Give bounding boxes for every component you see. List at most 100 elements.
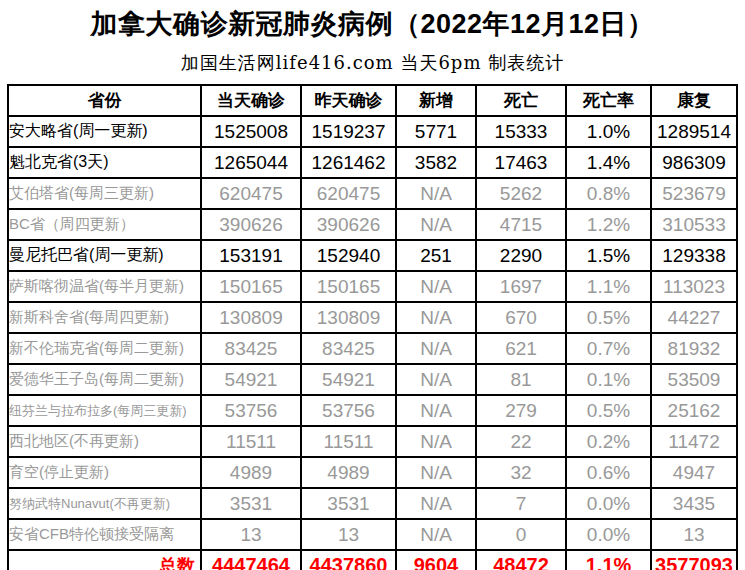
today-cell: 3531 <box>201 488 301 519</box>
province-cell: 魁北克省(3天) <box>8 147 201 178</box>
header-row: 省份当天确诊昨天确诊新增死亡死亡率康复 <box>8 85 737 116</box>
recovered-cell: 129338 <box>651 240 737 271</box>
page-subtitle: 加国生活网life416.com 当天6pm 制表统计 <box>0 51 745 75</box>
death_rate-cell: 0.6% <box>566 457 651 488</box>
page: 加拿大确诊新冠肺炎病例（2022年12月12日） 加国生活网life416.co… <box>0 6 745 570</box>
death_rate-cell: 0.8% <box>566 178 651 209</box>
new_cases-cell: 5771 <box>396 116 476 147</box>
yesterday-cell: 53756 <box>301 395 396 426</box>
total-today-cell: 4447464 <box>201 550 301 570</box>
province-cell: 西北地区(不再更新) <box>8 426 201 457</box>
province-cell: 爱德华王子岛(每周二更新) <box>8 364 201 395</box>
deaths-cell: 15333 <box>476 116 566 147</box>
column-header-yesterday: 昨天确诊 <box>301 85 396 116</box>
recovered-cell: 53509 <box>651 364 737 395</box>
total-deaths-cell: 48472 <box>476 550 566 570</box>
table-row: 西北地区(不再更新)1151111511N/A220.2%11472 <box>8 426 737 457</box>
death_rate-cell: 0.1% <box>566 364 651 395</box>
yesterday-cell: 3531 <box>301 488 396 519</box>
death_rate-cell: 1.4% <box>566 147 651 178</box>
province-cell: 安大略省(周一更新) <box>8 116 201 147</box>
yesterday-cell: 4989 <box>301 457 396 488</box>
deaths-cell: 0 <box>476 519 566 550</box>
recovered-cell: 3435 <box>651 488 737 519</box>
column-header-deaths: 死亡 <box>476 85 566 116</box>
today-cell: 620475 <box>201 178 301 209</box>
total-row: 总数444746444378609604484721.1%3577093 <box>8 550 737 570</box>
page-title: 加拿大确诊新冠肺炎病例（2022年12月12日） <box>0 6 745 42</box>
yesterday-cell: 1261462 <box>301 147 396 178</box>
yesterday-cell: 13 <box>301 519 396 550</box>
yesterday-cell: 130809 <box>301 302 396 333</box>
deaths-cell: 670 <box>476 302 566 333</box>
new_cases-cell: N/A <box>396 271 476 302</box>
province-cell: 曼尼托巴省(周一更新) <box>8 240 201 271</box>
today-cell: 4989 <box>201 457 301 488</box>
death_rate-cell: 0.0% <box>566 488 651 519</box>
total-recovered-cell: 3577093 <box>651 550 737 570</box>
recovered-cell: 13 <box>651 519 737 550</box>
new_cases-cell: N/A <box>396 488 476 519</box>
column-header-today: 当天确诊 <box>201 85 301 116</box>
column-header-death_rate: 死亡率 <box>566 85 651 116</box>
today-cell: 1265044 <box>201 147 301 178</box>
yesterday-cell: 152940 <box>301 240 396 271</box>
table-row: BC省（周四更新）390626390626N/A47151.2%310533 <box>8 209 737 240</box>
table-row: 努纳武特Nunavut(不再更新)35313531N/A70.0%3435 <box>8 488 737 519</box>
recovered-cell: 523679 <box>651 178 737 209</box>
deaths-cell: 621 <box>476 333 566 364</box>
deaths-cell: 279 <box>476 395 566 426</box>
death_rate-cell: 0.0% <box>566 519 651 550</box>
yesterday-cell: 11511 <box>301 426 396 457</box>
today-cell: 1525008 <box>201 116 301 147</box>
new_cases-cell: N/A <box>396 457 476 488</box>
deaths-cell: 32 <box>476 457 566 488</box>
deaths-cell: 5262 <box>476 178 566 209</box>
death_rate-cell: 0.7% <box>566 333 651 364</box>
death_rate-cell: 0.5% <box>566 395 651 426</box>
province-cell: 艾伯塔省(每周三更新) <box>8 178 201 209</box>
column-header-new_cases: 新增 <box>396 85 476 116</box>
recovered-cell: 81932 <box>651 333 737 364</box>
new_cases-cell: N/A <box>396 302 476 333</box>
table-row: 魁北克省(3天)126504412614623582174631.4%98630… <box>8 147 737 178</box>
deaths-cell: 4715 <box>476 209 566 240</box>
today-cell: 130809 <box>201 302 301 333</box>
table-header: 省份当天确诊昨天确诊新增死亡死亡率康复 <box>8 85 737 116</box>
column-header-province: 省份 <box>8 85 201 116</box>
table-row: 育空(停止更新)49894989N/A320.6%4947 <box>8 457 737 488</box>
table-row: 萨斯喀彻温省(每半月更新)150165150165N/A16971.1%1130… <box>8 271 737 302</box>
yesterday-cell: 620475 <box>301 178 396 209</box>
recovered-cell: 113023 <box>651 271 737 302</box>
new_cases-cell: N/A <box>396 519 476 550</box>
province-cell: BC省（周四更新） <box>8 209 201 240</box>
today-cell: 153191 <box>201 240 301 271</box>
deaths-cell: 1697 <box>476 271 566 302</box>
yesterday-cell: 150165 <box>301 271 396 302</box>
recovered-cell: 11472 <box>651 426 737 457</box>
deaths-cell: 81 <box>476 364 566 395</box>
deaths-cell: 7 <box>476 488 566 519</box>
new_cases-cell: 251 <box>396 240 476 271</box>
new_cases-cell: N/A <box>396 395 476 426</box>
table-row: 新斯科舍省(每周四更新)130809130809N/A6700.5%44227 <box>8 302 737 333</box>
province-cell: 新不伦瑞克省(每周二更新) <box>8 333 201 364</box>
yesterday-cell: 54921 <box>301 364 396 395</box>
province-cell: 安省CFB特伦顿接受隔离 <box>8 519 201 550</box>
province-cell: 新斯科舍省(每周四更新) <box>8 302 201 333</box>
total-new_cases-cell: 9604 <box>396 550 476 570</box>
today-cell: 83425 <box>201 333 301 364</box>
covid-stats-table: 省份当天确诊昨天确诊新增死亡死亡率康复 安大略省(周一更新)1525008151… <box>7 84 738 570</box>
table-row: 艾伯塔省(每周三更新)620475620475N/A52620.8%523679 <box>8 178 737 209</box>
today-cell: 54921 <box>201 364 301 395</box>
total-death_rate-cell: 1.1% <box>566 550 651 570</box>
province-cell: 努纳武特Nunavut(不再更新) <box>8 488 201 519</box>
table-row: 爱德华王子岛(每周二更新)5492154921N/A810.1%53509 <box>8 364 737 395</box>
table-row: 曼尼托巴省(周一更新)15319115294025122901.5%129338 <box>8 240 737 271</box>
yesterday-cell: 83425 <box>301 333 396 364</box>
table-row: 纽芬兰与拉布拉多(每周三更新)5375653756N/A2790.5%25162 <box>8 395 737 426</box>
today-cell: 150165 <box>201 271 301 302</box>
recovered-cell: 310533 <box>651 209 737 240</box>
death_rate-cell: 1.0% <box>566 116 651 147</box>
recovered-cell: 25162 <box>651 395 737 426</box>
